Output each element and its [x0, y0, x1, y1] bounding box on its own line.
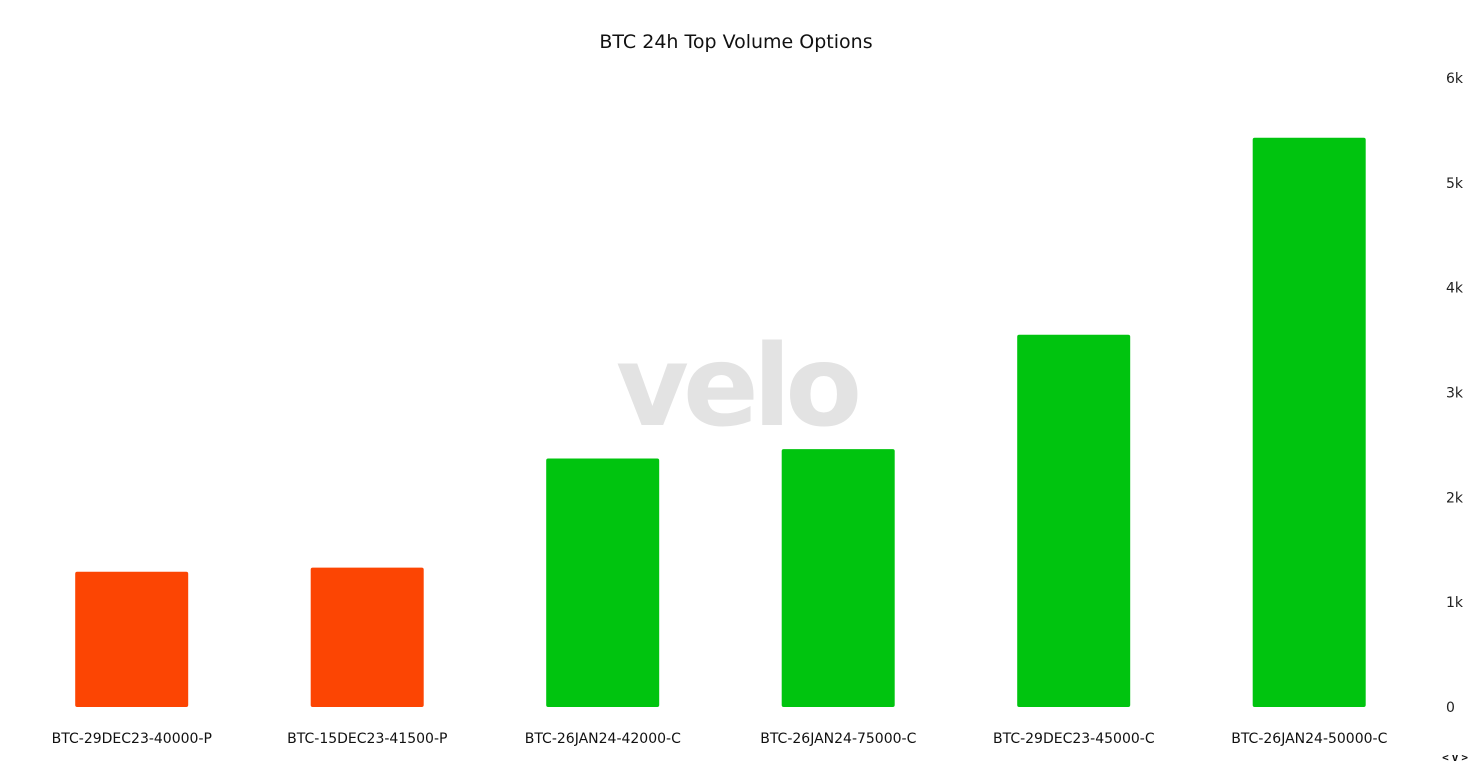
chevron-left-icon[interactable]: < [1442, 751, 1450, 764]
x-axis: BTC-29DEC23-40000-P BTC-15DEC23-41500-P BT… [52, 731, 1388, 747]
x-tick-label: BTC-29DEC23-40000-P [52, 731, 212, 747]
x-tick-label: BTC-26JAN24-50000-C [1231, 731, 1387, 747]
x-tick-label: BTC-29DEC23-45000-C [993, 731, 1155, 747]
y-tick-label: 0 [1446, 700, 1455, 716]
bars-group [75, 137, 1366, 708]
chart-nav-controls: < v > [1442, 751, 1469, 764]
chevron-right-icon[interactable]: > [1461, 751, 1469, 764]
chart-title: BTC 24h Top Volume Options [599, 31, 872, 53]
watermark-logo: velo [616, 322, 858, 452]
y-tick-label: 5k [1446, 176, 1464, 192]
x-tick-label: BTC-26JAN24-75000-C [760, 731, 916, 747]
y-axis: 0 1k 2k 3k 4k 5k 6k [1446, 71, 1464, 716]
chevron-down-icon[interactable]: v [1451, 751, 1460, 764]
x-tick-label: BTC-15DEC23-41500-P [287, 731, 447, 747]
bar-btc-26jan24-75000-c[interactable] [781, 449, 895, 707]
y-tick-label: 6k [1446, 71, 1464, 87]
y-tick-label: 1k [1446, 595, 1464, 611]
y-tick-label: 3k [1446, 386, 1464, 402]
x-tick-label: BTC-26JAN24-42000-C [525, 731, 681, 747]
bar-btc-26jan24-42000-c[interactable] [546, 458, 660, 708]
bar-btc-26jan24-50000-c[interactable] [1252, 137, 1366, 708]
bar-btc-29dec23-40000-p[interactable] [75, 571, 189, 707]
y-tick-label: 4k [1446, 281, 1464, 297]
bar-btc-15dec23-41500-p[interactable] [310, 567, 424, 707]
y-tick-label: 2k [1446, 490, 1464, 506]
bar-btc-29dec23-45000-c[interactable] [1017, 334, 1131, 707]
